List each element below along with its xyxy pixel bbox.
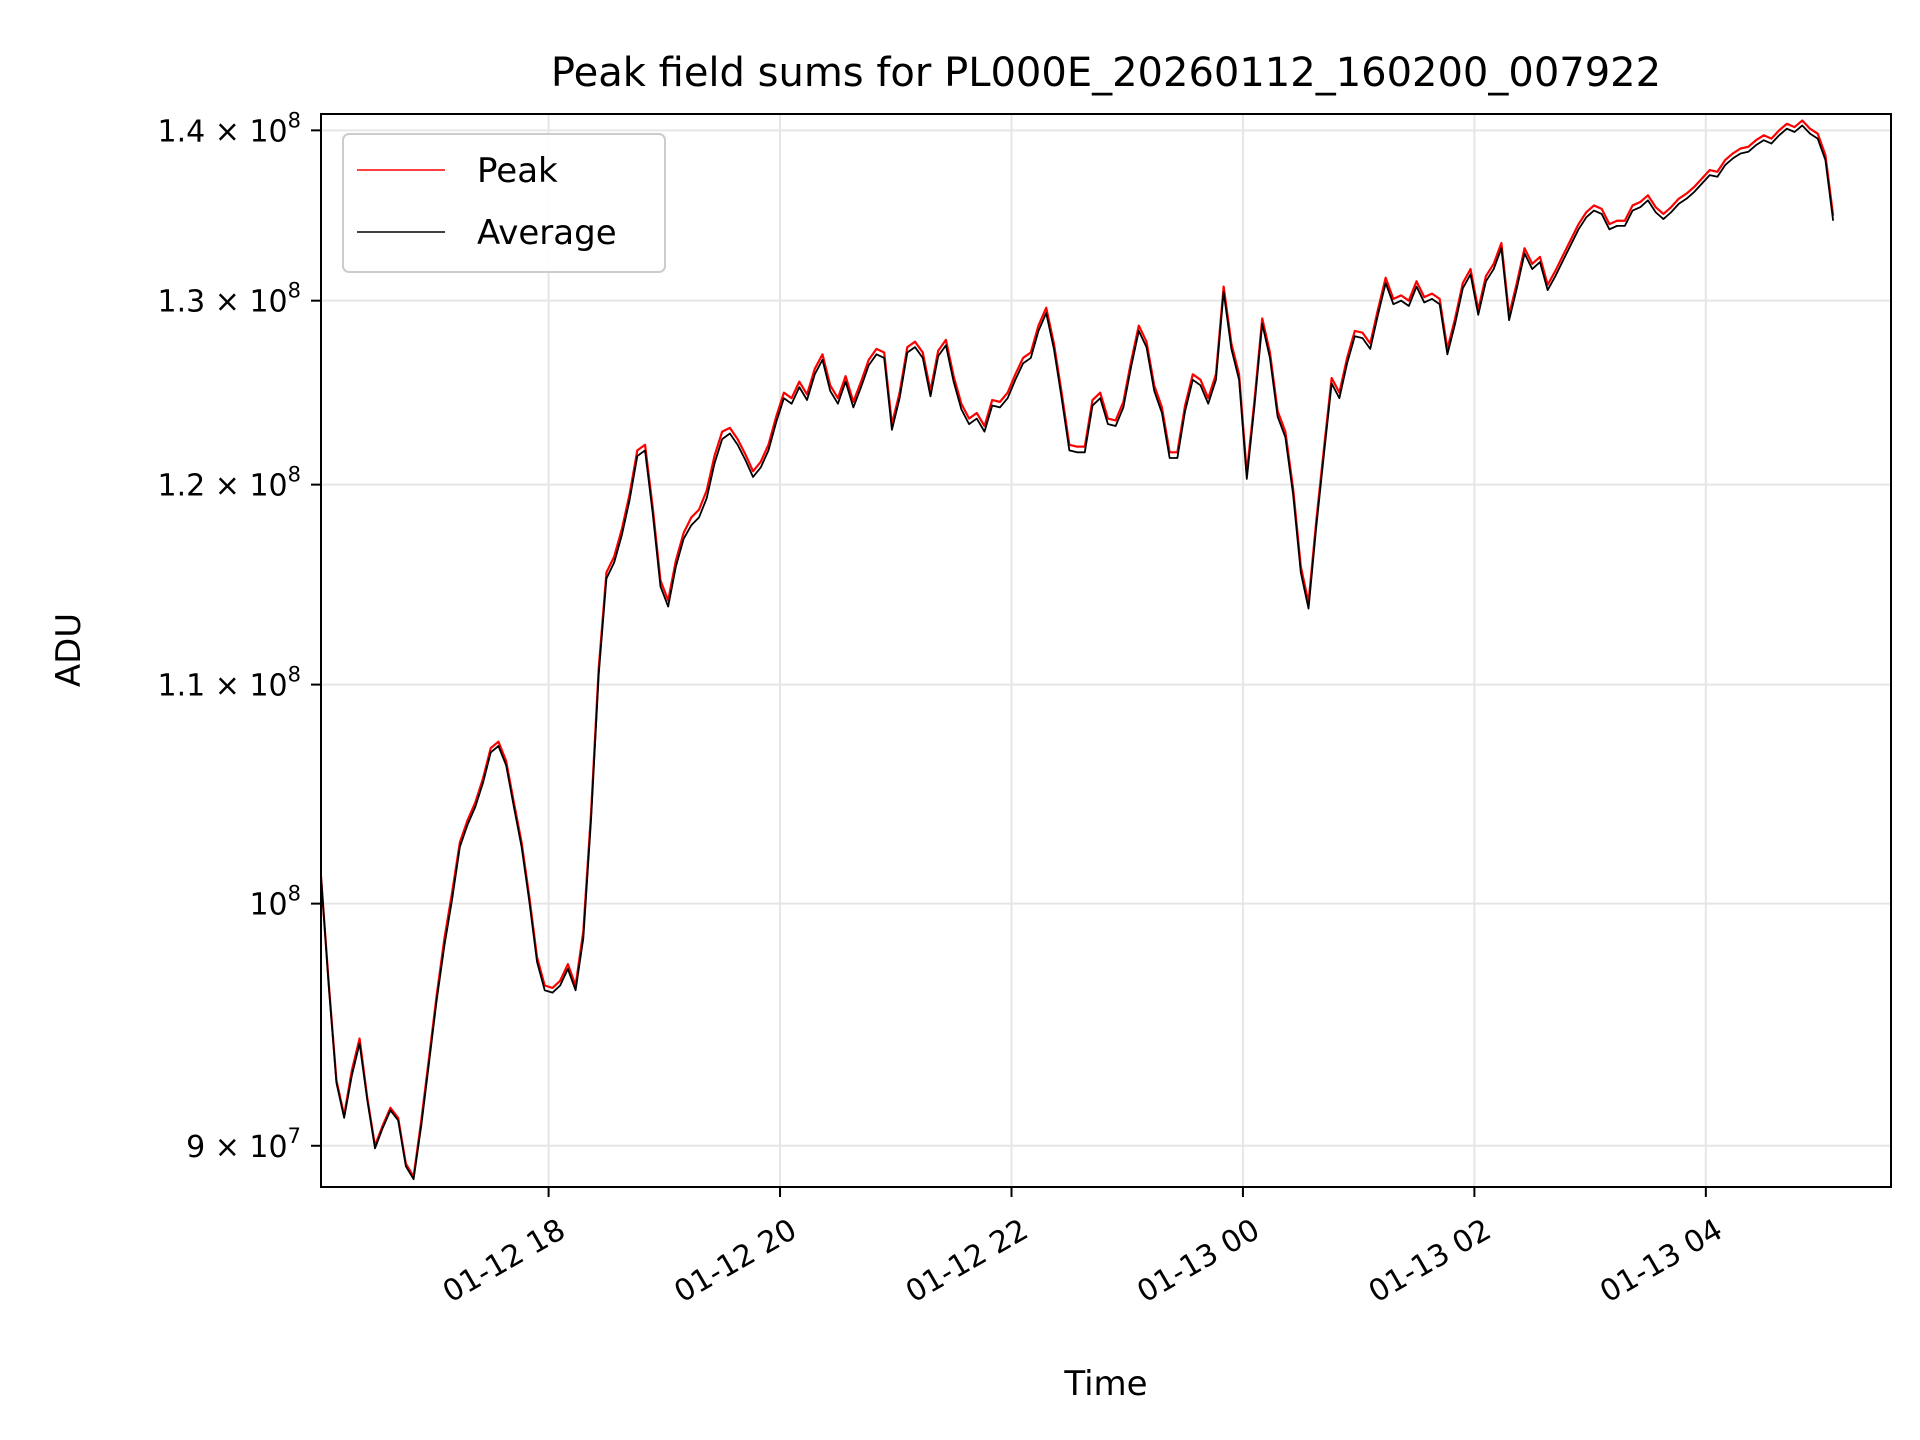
y-tick-label: 9 × 107: [186, 1124, 301, 1165]
chart-title: Peak field sums for PL000E_20260112_1602…: [551, 50, 1661, 96]
y-axis: 9 × 107 108 1.1 × 108 1.2 × 108 1.3 × 108 1.4…: [158, 108, 321, 1165]
series-peak-line: [321, 119, 1835, 1178]
y-tick-label: 1.4 × 108: [158, 108, 301, 149]
legend: Peak Average: [342, 133, 666, 273]
series-layer: [321, 119, 1835, 1181]
y-tick-label: 1.2 × 108: [158, 463, 301, 504]
series-average-line: [321, 124, 1835, 1181]
legend-label-peak: Peak: [477, 151, 558, 191]
grid: [321, 114, 1891, 1187]
y-tick-label: 108: [249, 882, 301, 923]
legend-box: [342, 133, 666, 273]
y-tick-label: 1.3 × 108: [158, 279, 301, 320]
y-axis-label: ADU: [49, 613, 89, 687]
legend-label-average: Average: [477, 213, 617, 253]
plot-frame: [320, 113, 1892, 1188]
y-tick-label: 1.1 × 108: [158, 663, 301, 704]
x-axis-label: Time: [1063, 1364, 1147, 1404]
